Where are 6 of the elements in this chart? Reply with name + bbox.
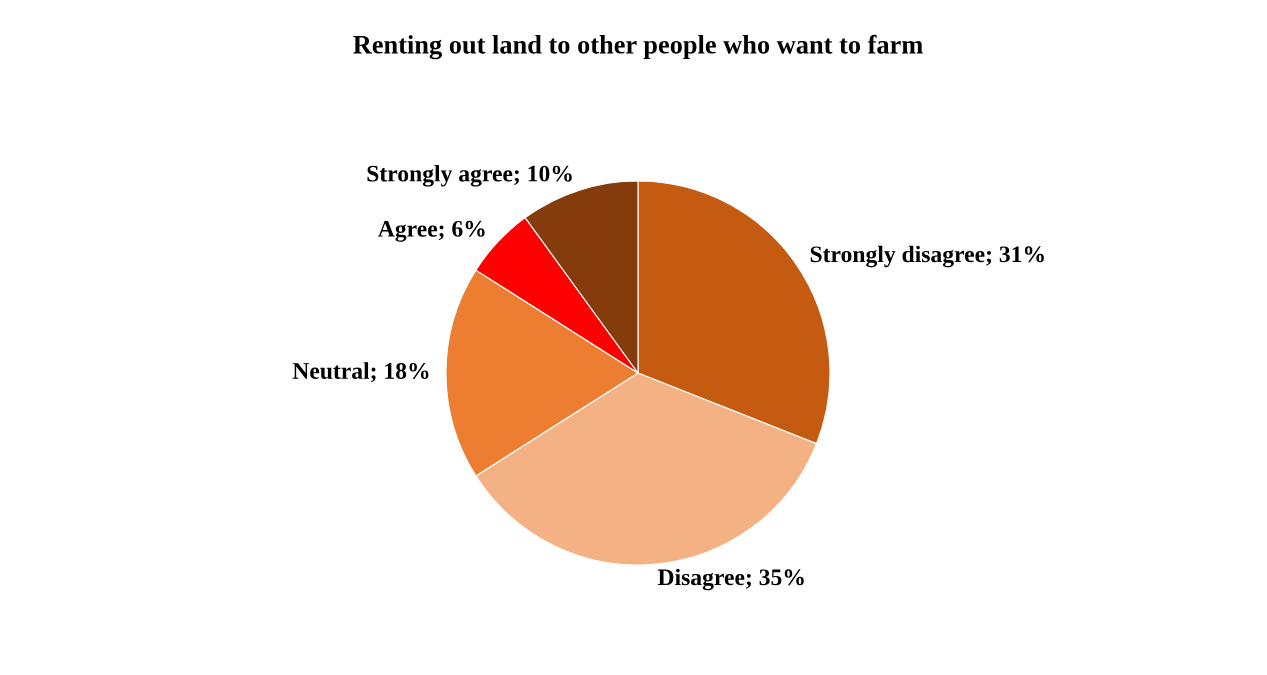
slice-label: Neutral; 18%	[292, 362, 429, 383]
slice-label: Strongly agree; 10%	[367, 164, 572, 187]
slice-label: Agree; 6%	[378, 220, 485, 242]
slice-label: Disagree; 35%	[657, 568, 804, 591]
chart-title: Renting out land to other people who want to farm	[353, 34, 923, 60]
slice-label: Strongly disagree; 31%	[810, 245, 1044, 268]
